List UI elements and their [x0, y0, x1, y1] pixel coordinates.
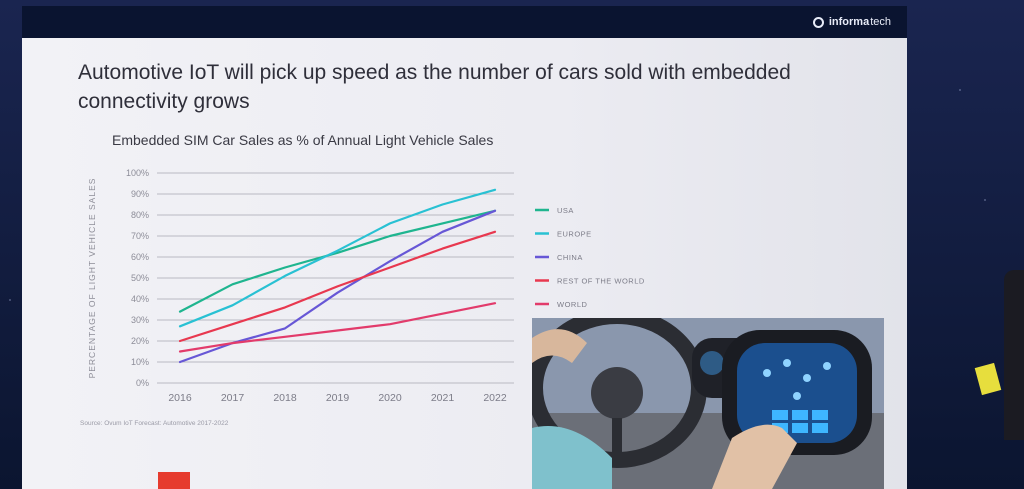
- x-tick-label: 2020: [378, 392, 402, 404]
- line-chart: 0% 10% 20% 30% 40% 50% 60% 70% 80% 90% 100% PERCENT…: [87, 168, 645, 404]
- brand-suffix: tech: [870, 16, 891, 28]
- y-tick-label: 90%: [131, 189, 149, 199]
- car-dashboard-touchscreen-photo: [532, 318, 884, 489]
- series-line-rest-of-the-world: [178, 230, 497, 343]
- legend-label: EUROPE: [557, 230, 592, 239]
- brand-logo: informa tech: [812, 16, 891, 28]
- presentation-slide: Automotive IoT will pick up speed as the…: [22, 38, 907, 489]
- y-tick-label: 0%: [136, 378, 149, 388]
- x-tick-label: 2022: [483, 392, 507, 404]
- x-tick-label: 2016: [168, 392, 192, 404]
- x-tick-label: 2018: [273, 392, 297, 404]
- y-tick-label: 100%: [126, 168, 149, 178]
- series-line-usa: [178, 209, 497, 313]
- series-line-world: [178, 302, 497, 353]
- brand-name: informa: [828, 16, 870, 28]
- y-tick-label: 50%: [131, 273, 149, 283]
- chart-source-note: Source: Ovum IoT Forecast: Automotive 20…: [80, 420, 229, 427]
- legend-label: WORLD: [557, 300, 588, 309]
- y-tick-label: 60%: [131, 252, 149, 262]
- x-tick-label: 2017: [221, 392, 245, 404]
- legend-label: USA: [557, 206, 574, 215]
- chart-title: Embedded SIM Car Sales as % of Annual Li…: [112, 132, 494, 148]
- x-tick-label: 2021: [431, 392, 455, 404]
- x-tick-label: 2019: [326, 392, 350, 404]
- presenter-silhouette: [1004, 270, 1024, 440]
- slide-headline: Automotive IoT will pick up speed as the…: [78, 61, 791, 113]
- y-tick-label: 80%: [131, 210, 149, 220]
- y-tick-label: 10%: [131, 357, 149, 367]
- series-line-europe: [178, 188, 497, 328]
- informa-logo-icon: [812, 16, 824, 28]
- y-tick-label: 30%: [131, 315, 149, 325]
- legend-label: CHINA: [557, 253, 583, 262]
- legend-label: REST OF THE WORLD: [557, 277, 645, 286]
- y-tick-label: 70%: [131, 231, 149, 241]
- screen-header-bar: informa tech: [22, 6, 907, 38]
- red-corner-block: [158, 472, 190, 489]
- y-tick-label: 40%: [131, 294, 149, 304]
- y-axis-label: PERCENTAGE OF LIGHT VEHICLE SALES: [87, 178, 97, 379]
- y-tick-label: 20%: [131, 336, 149, 346]
